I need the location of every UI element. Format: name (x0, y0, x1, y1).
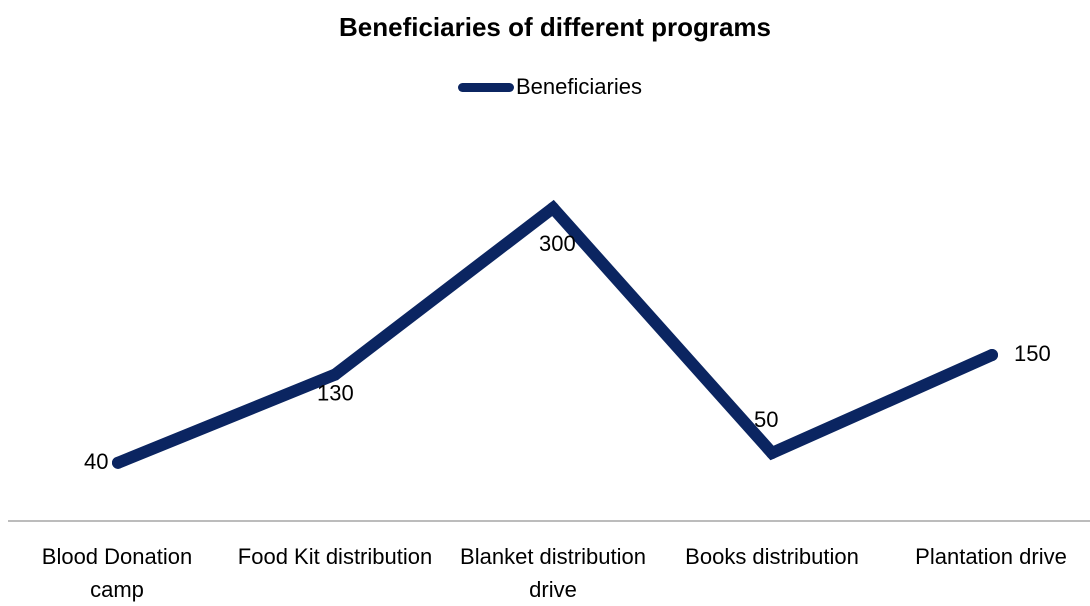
data-point (766, 447, 778, 459)
data-label: 150 (1014, 341, 1051, 366)
data-point (329, 368, 341, 381)
chart-title: Beneficiaries of different programs (339, 12, 771, 42)
data-point (112, 456, 124, 469)
data-label: 50 (754, 407, 778, 432)
legend: Beneficiaries (458, 74, 642, 100)
data-label: 130 (317, 381, 354, 406)
legend-swatch (458, 82, 514, 92)
x-tick-label: Blanket distribution drive (460, 544, 646, 602)
x-tick-label: Books distribution (685, 544, 859, 569)
x-tick-label: Blood Donation camp (41, 544, 193, 602)
data-label: 40 (84, 449, 108, 474)
x-tick-label: Food Kit distribution (237, 544, 433, 569)
x-tick-label: Plantation drive (915, 544, 1067, 569)
data-label: 300 (539, 231, 576, 256)
data-point (547, 202, 559, 214)
data-point (986, 349, 998, 361)
legend-label: Beneficiaries (516, 74, 642, 99)
